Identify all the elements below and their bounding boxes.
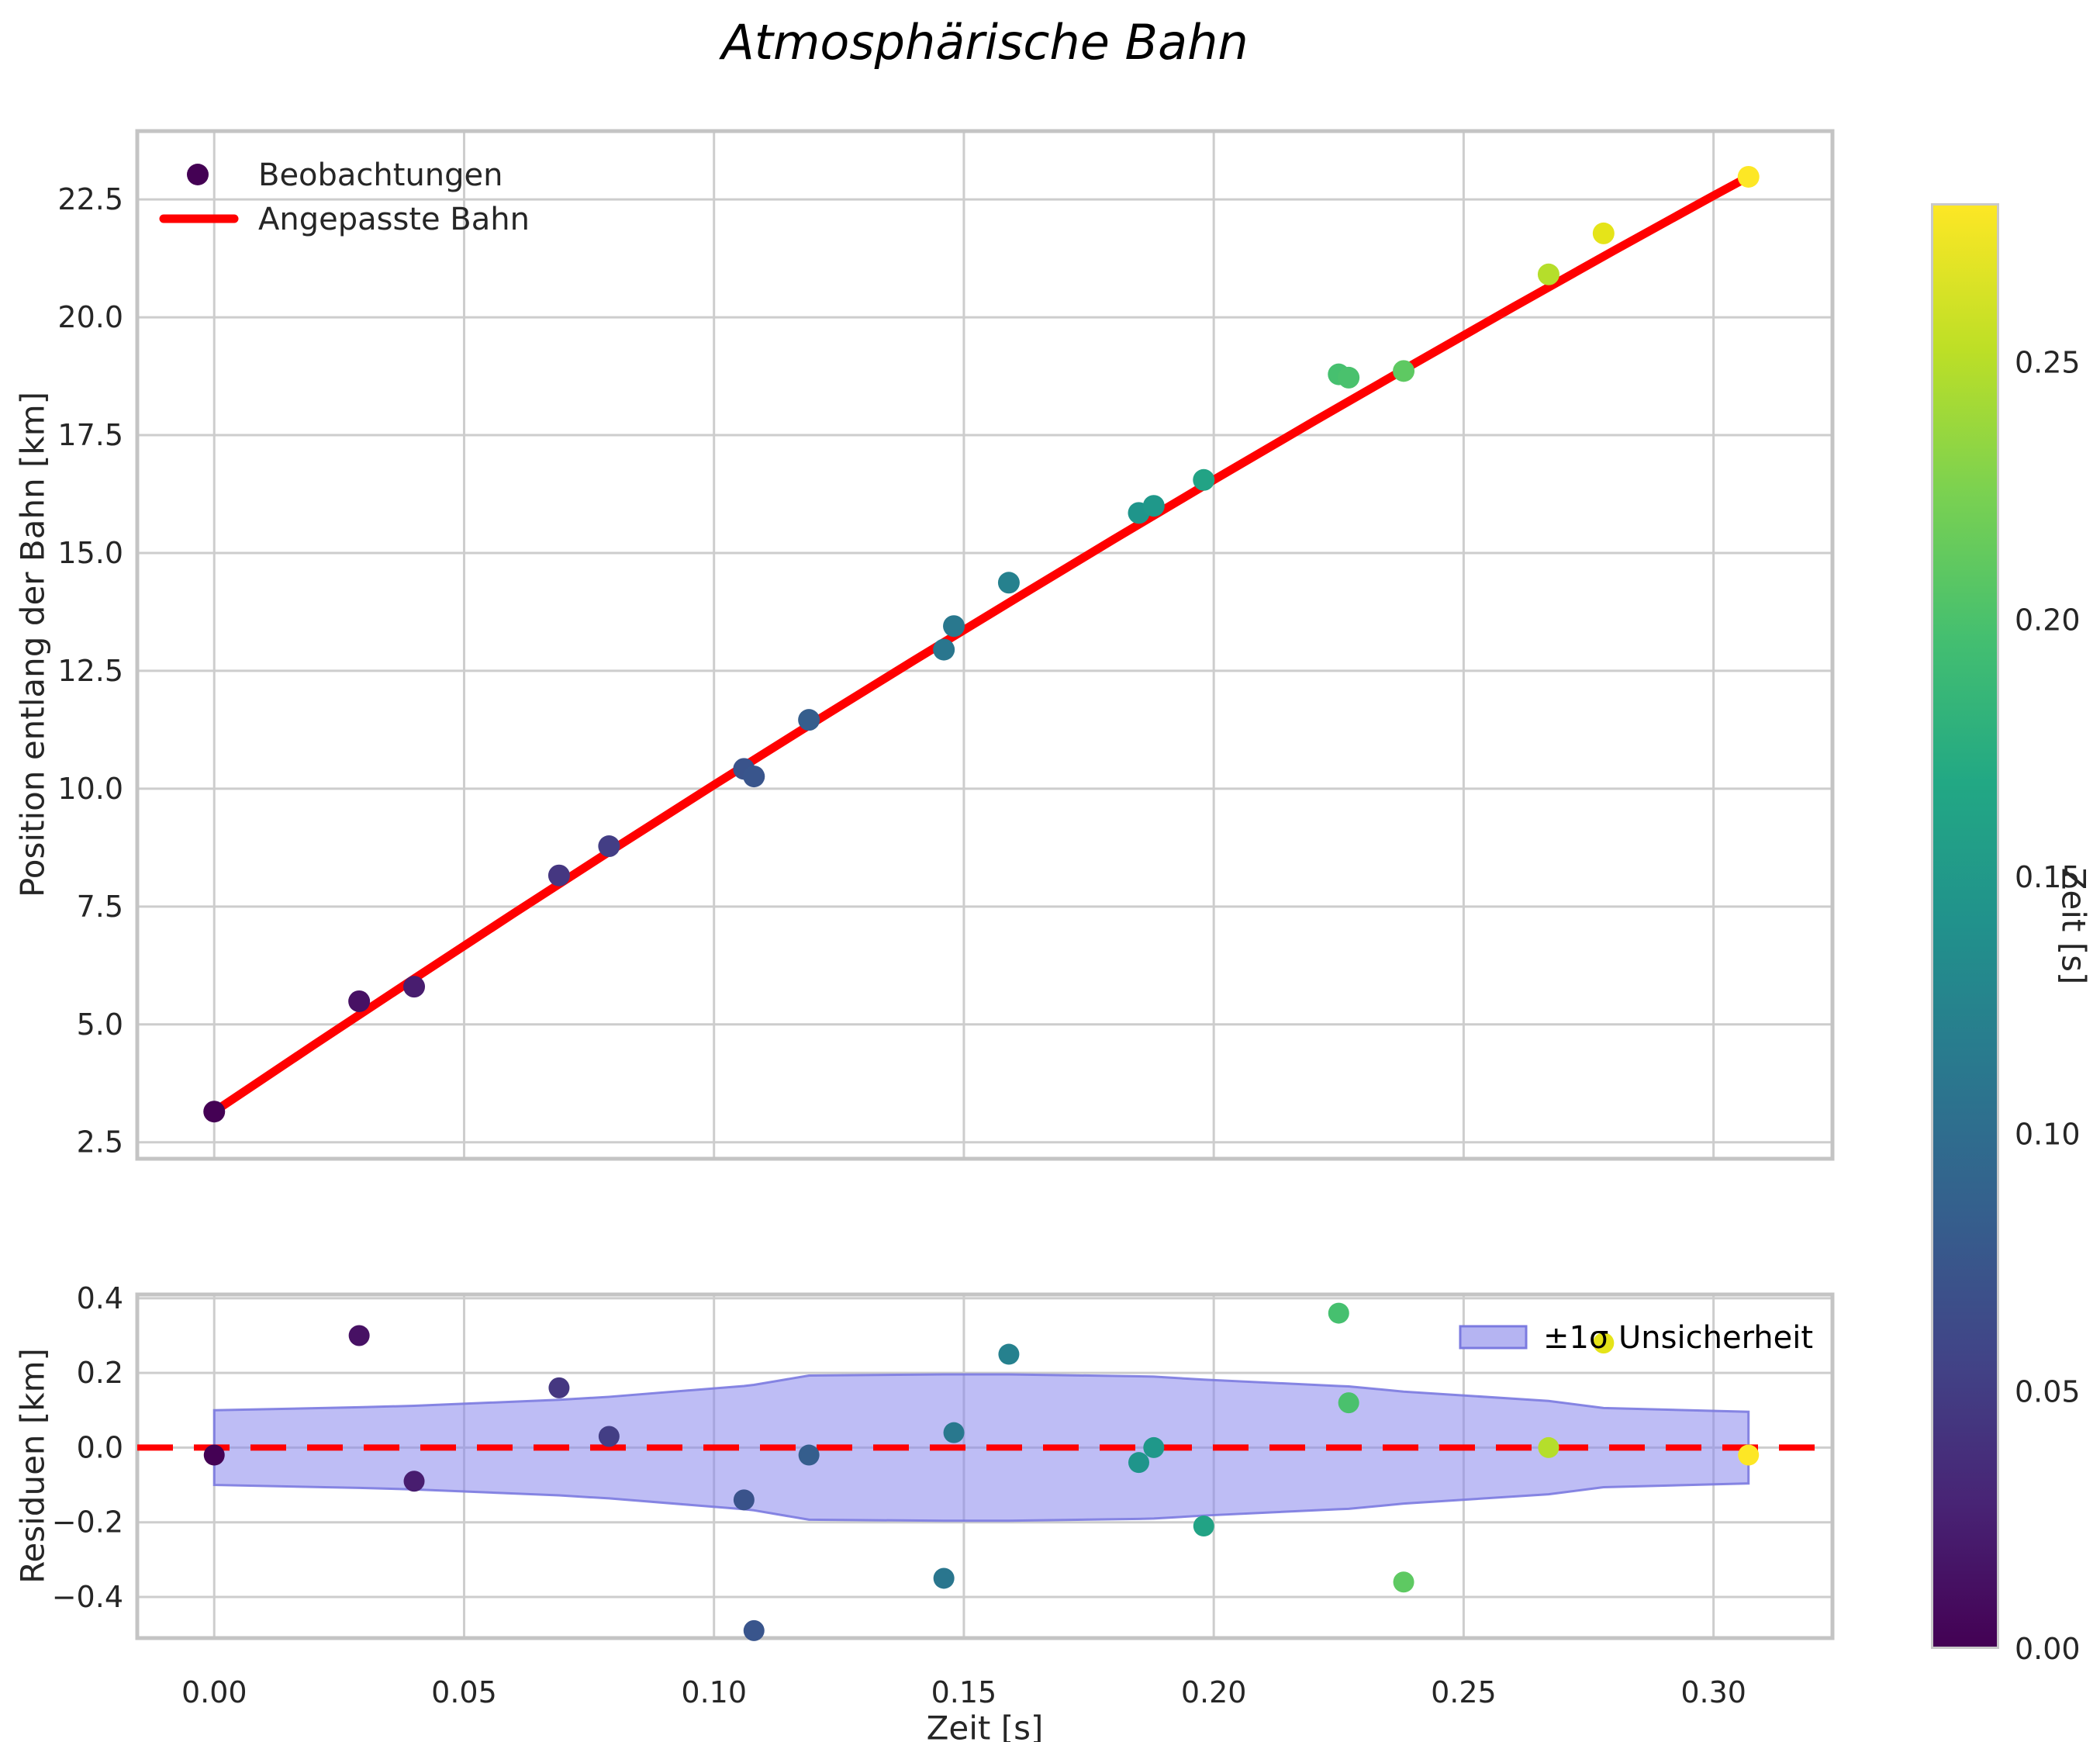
data-point [997,572,1020,594]
data-point [1537,263,1559,285]
x-tick-label: 0.05 [431,1675,497,1709]
residual-point [1593,1332,1615,1354]
data-point [203,1101,226,1123]
data-point [1193,468,1215,491]
top-y-tick-label: 20.0 [57,300,123,334]
chart-title: Atmosphärische Bahn [721,14,1249,71]
legend-label: ±1σ Unsicherheit [1543,1320,1813,1356]
residual-point [1738,1444,1760,1466]
x-tick-label: 0.10 [681,1675,747,1709]
plot-spine [135,1292,1835,1640]
data-point [403,976,426,998]
residual-point [403,1471,425,1492]
residual-point [733,1489,755,1511]
uncertainty-band [212,1373,1750,1523]
colorbar-tick-label: 0.20 [2015,603,2081,637]
colorbar-tick-label: 0.10 [2015,1118,2081,1152]
residual-point [1193,1516,1214,1537]
data-point [1142,495,1165,517]
residual-point [1128,1452,1149,1474]
top-y-tick-label: 12.5 [57,654,123,688]
residual-y-tick-label: −0.4 [52,1580,123,1614]
data-point [933,638,955,661]
top-y-tick-label: 2.5 [77,1125,123,1160]
x-tick-label: 0.20 [1181,1675,1247,1709]
top-y-tick-label: 7.5 [77,890,123,924]
data-point [1338,366,1360,389]
colorbar-tick-label: 0.00 [2015,1632,2081,1666]
data-point [1592,222,1615,244]
data-point [943,615,965,638]
colorbar-tick-label: 0.05 [2015,1374,2081,1408]
residual-y-tick-label: 0.4 [77,1281,123,1315]
residual-point [1328,1302,1349,1324]
residual-point [548,1377,570,1398]
data-point [1737,165,1760,188]
data-point [598,835,620,858]
top-y-tick-label: 5.0 [77,1008,123,1042]
residual-point [1143,1436,1165,1458]
residual-point [933,1567,955,1589]
legend-band-marker [1459,1325,1528,1350]
x-axis-label: Zeit [s] [926,1709,1044,1742]
x-tick-label: 0.00 [181,1675,247,1709]
plot-spine [135,129,1835,1161]
residual-y-tick-label: 0.0 [77,1430,123,1464]
residual-point [998,1343,1020,1365]
legend-label: Beobachtungen [258,157,503,193]
top-y-tick-label: 10.0 [57,772,123,806]
residual-point [743,1619,765,1641]
residual-point [943,1422,965,1443]
colorbar-tick-label: 0.15 [2015,860,2081,894]
data-point [798,709,820,731]
colorbar-gradient [1931,203,1999,1649]
residual-point [1338,1392,1359,1414]
residual-point [798,1444,820,1466]
colorbar-tick-label: 0.25 [2015,346,2081,380]
residual-y-tick-label: 0.2 [77,1356,123,1390]
fit-line [209,172,1753,1116]
residual-point [1538,1436,1559,1458]
data-point [348,990,371,1012]
plot-background [137,131,1832,1159]
data-point [743,766,765,788]
residual-point [203,1444,225,1466]
residual-point [598,1426,620,1447]
top-y-tick-label: 15.0 [57,536,123,570]
legend-label: Angepasste Bahn [258,202,530,237]
x-tick-label: 0.25 [1431,1675,1497,1709]
residual-point [348,1325,370,1346]
residual-y-tick-label: −0.2 [52,1505,123,1540]
data-point [547,864,570,887]
residual-point [1393,1571,1414,1593]
legend-dot-marker [187,164,209,185]
top-y-tick-label: 17.5 [57,418,123,452]
top-y-tick-label: 22.5 [57,182,123,216]
data-point [1393,360,1415,382]
x-tick-label: 0.30 [1680,1675,1746,1709]
x-tick-label: 0.15 [931,1675,997,1709]
